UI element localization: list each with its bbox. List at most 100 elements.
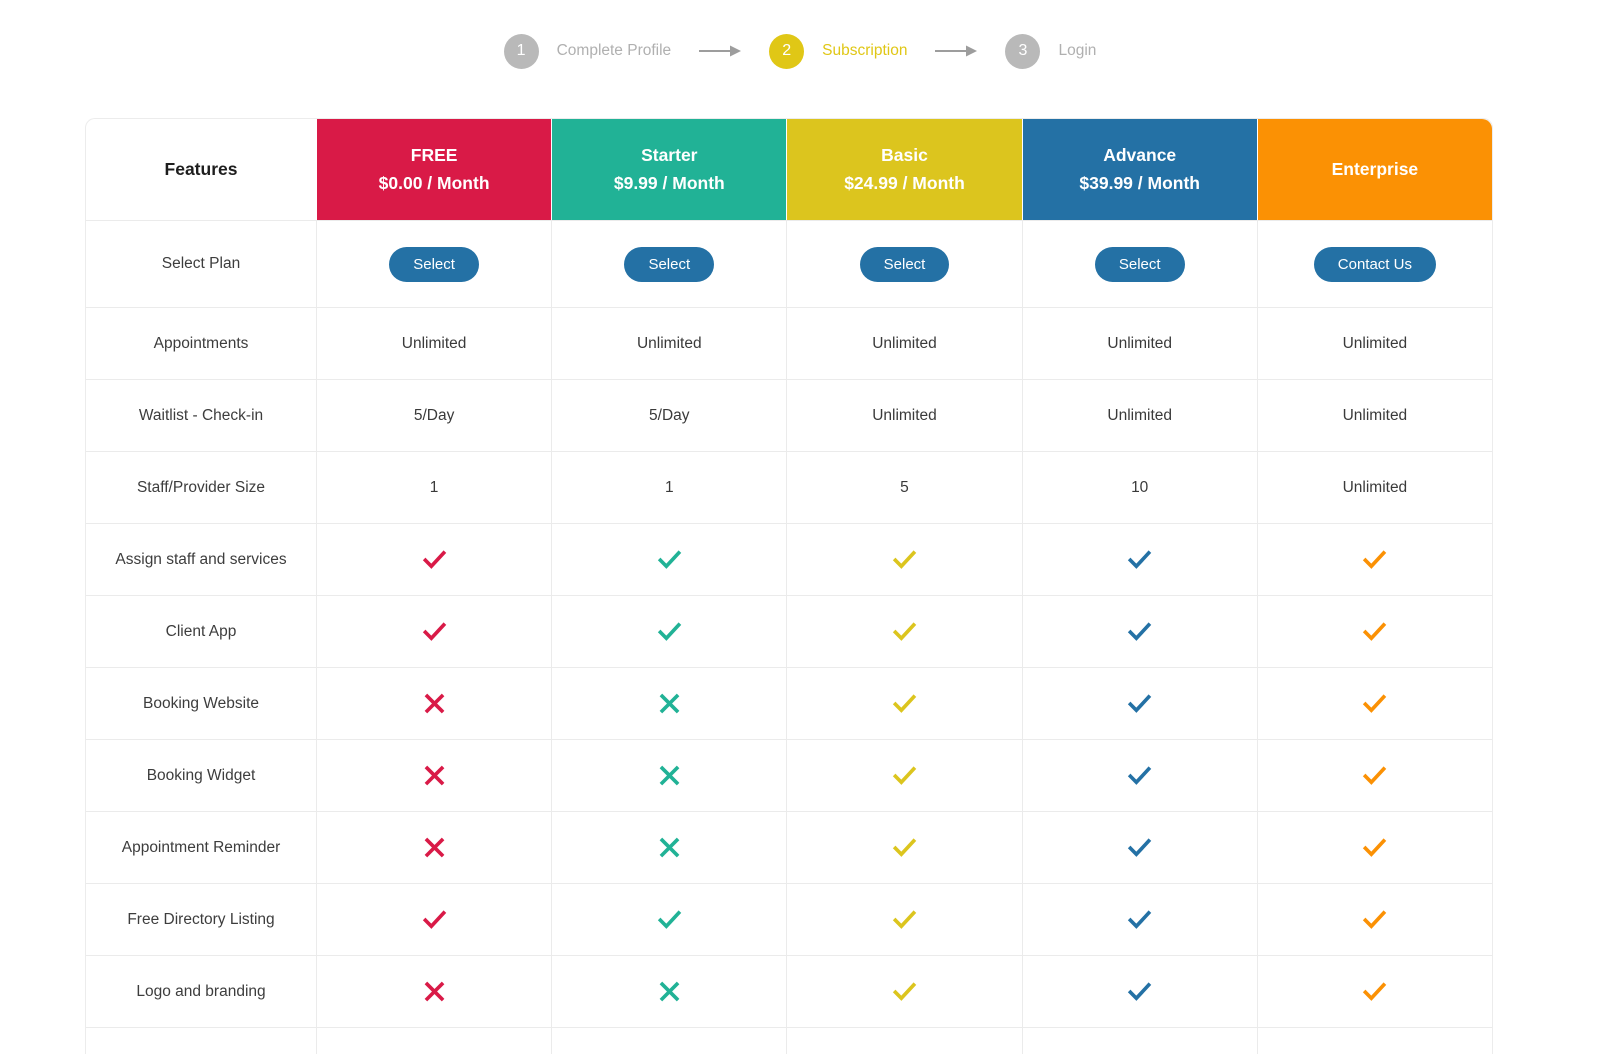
value-text: 10 bbox=[1131, 478, 1149, 496]
value-cell: 5/Day bbox=[551, 380, 786, 451]
value-cell: Unlimited bbox=[1021, 380, 1257, 451]
check-icon bbox=[1256, 812, 1492, 883]
table-row-logo-and-branding: Logo and branding bbox=[86, 955, 1492, 1027]
value-text: 5 bbox=[900, 478, 909, 496]
select-button-free[interactable]: Select bbox=[389, 246, 479, 282]
feature-label: Logo and branding bbox=[136, 982, 266, 1000]
check-icon bbox=[786, 668, 1021, 739]
step-label: Subscription bbox=[822, 42, 908, 59]
value-text: 5/Day bbox=[413, 406, 455, 424]
value-text: Unlimited bbox=[1342, 478, 1408, 496]
select-plan-row: Select Plan Select Select Select Select Conta… bbox=[86, 220, 1492, 307]
table-row-booking-widget: Booking Widget bbox=[86, 739, 1492, 811]
plan-price: $0.00 / Month bbox=[378, 173, 490, 193]
check-icon bbox=[1256, 956, 1492, 1027]
plan-header-enterprise: Enterprise bbox=[1256, 119, 1492, 220]
value-cell: Unlimited bbox=[316, 308, 551, 379]
check-icon bbox=[1021, 812, 1257, 883]
value-text: Unlimited bbox=[636, 334, 702, 352]
plan-price: $24.99 / Month bbox=[844, 173, 965, 193]
step-label: Login bbox=[1058, 42, 1097, 59]
features-header: Features bbox=[86, 119, 316, 220]
stepper-step-login: 3 Login bbox=[1005, 33, 1097, 69]
plan-name: Advance bbox=[1103, 145, 1177, 165]
plan-name: Starter bbox=[641, 145, 698, 165]
value-text: Unlimited bbox=[1342, 406, 1408, 424]
check-icon bbox=[1021, 884, 1257, 955]
cross-icon bbox=[551, 740, 786, 811]
select-button-starter[interactable]: Select bbox=[624, 246, 715, 282]
check-icon bbox=[551, 884, 786, 955]
check-icon bbox=[316, 596, 551, 667]
plan-price: $9.99 / Month bbox=[613, 173, 725, 193]
select-cell-starter: Select bbox=[551, 221, 786, 307]
feature-label: Booking Website bbox=[142, 694, 260, 712]
value-text: Unlimited bbox=[401, 334, 467, 352]
value-cell: 5/Day bbox=[316, 380, 551, 451]
check-icon bbox=[786, 596, 1021, 667]
cross-icon bbox=[551, 668, 786, 739]
check-icon bbox=[1021, 668, 1257, 739]
cross-icon bbox=[316, 668, 551, 739]
check-icon bbox=[1021, 956, 1257, 1027]
select-button-advance[interactable]: Select bbox=[1094, 246, 1185, 282]
value-cell: 5 bbox=[786, 452, 1021, 523]
feature-label: Free Directory Listing bbox=[127, 910, 275, 928]
value-cell: 10 bbox=[1021, 452, 1257, 523]
plan-name: FREE bbox=[410, 145, 458, 165]
check-icon bbox=[786, 956, 1021, 1027]
check-icon bbox=[551, 596, 786, 667]
select-button-basic[interactable]: Select bbox=[859, 246, 950, 282]
step-label: Complete Profile bbox=[556, 42, 672, 59]
feature-label-select-plan: Select Plan bbox=[161, 255, 241, 272]
table-row-staff-provider-size: Staff/Provider Size 1 1 5 10 Unlimited bbox=[86, 451, 1492, 523]
check-icon bbox=[316, 524, 551, 595]
select-cell-basic: Select bbox=[786, 221, 1021, 307]
feature-label: Waitlist - Check-in bbox=[138, 406, 264, 424]
plan-name: Basic bbox=[881, 145, 928, 165]
table-row-waitlist-check-in: Waitlist - Check-in 5/Day 5/Day Unlimited Un… bbox=[86, 379, 1492, 451]
feature-label: Assign staff and services bbox=[115, 550, 287, 568]
value-text: Unlimited bbox=[872, 406, 937, 424]
check-icon bbox=[1256, 524, 1492, 595]
table-row-booking-website: Booking Website bbox=[86, 667, 1492, 739]
feature-label: Client App bbox=[165, 622, 237, 640]
plan-header-row: Features FREE $0.00 / Month Starter $9.99 /… bbox=[86, 119, 1492, 220]
empty-cell bbox=[551, 1028, 786, 1054]
contact-us-button[interactable]: Contact Us bbox=[1313, 246, 1436, 282]
feature-label: Staff/Provider Size bbox=[136, 478, 266, 496]
cross-icon bbox=[316, 740, 551, 811]
cross-icon bbox=[316, 812, 551, 883]
plan-price: $39.99 / Month bbox=[1079, 173, 1200, 193]
feature-label: Appointments bbox=[153, 334, 249, 352]
step-number-badge: 3 bbox=[1005, 33, 1041, 69]
check-icon bbox=[1256, 668, 1492, 739]
step-number-badge: 2 bbox=[769, 33, 805, 69]
step-number-badge: 1 bbox=[503, 33, 539, 69]
plan-header-free: FREE $0.00 / Month bbox=[316, 119, 552, 220]
table-row-appointment-reminder: Appointment Reminder bbox=[86, 811, 1492, 883]
plan-header-advance: Advance $39.99 / Month bbox=[1021, 119, 1257, 220]
table-row-assign-staff-and-services: Assign staff and services bbox=[86, 523, 1492, 595]
check-icon bbox=[551, 524, 786, 595]
value-cell: Unlimited bbox=[551, 308, 786, 379]
check-icon bbox=[1256, 740, 1492, 811]
value-cell: Unlimited bbox=[1256, 380, 1492, 451]
check-icon bbox=[1256, 596, 1492, 667]
step-arrow-icon bbox=[933, 44, 979, 58]
check-icon bbox=[316, 884, 551, 955]
value-text: Unlimited bbox=[872, 334, 937, 352]
empty-cell bbox=[1256, 1028, 1492, 1054]
check-icon bbox=[786, 740, 1021, 811]
empty-cell bbox=[86, 1028, 316, 1054]
table-row-free-directory-listing: Free Directory Listing bbox=[86, 883, 1492, 955]
value-cell: Unlimited bbox=[1256, 452, 1492, 523]
check-icon bbox=[1021, 740, 1257, 811]
value-cell: Unlimited bbox=[1256, 308, 1492, 379]
value-text: Unlimited bbox=[1342, 334, 1408, 352]
stepper-step-subscription: 2 Subscription bbox=[769, 33, 908, 69]
value-text: Unlimited bbox=[1107, 334, 1172, 352]
value-cell: 1 bbox=[316, 452, 551, 523]
check-icon bbox=[1256, 884, 1492, 955]
feature-label: Appointment Reminder bbox=[121, 838, 281, 856]
